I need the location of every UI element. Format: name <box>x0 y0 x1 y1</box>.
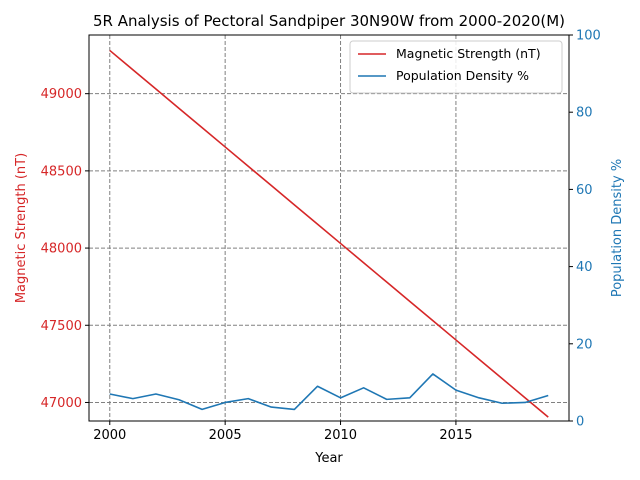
y-right-tick-label: 20 <box>576 337 593 352</box>
y-left-tick-label: 48000 <box>41 242 82 257</box>
y-left-tick-label: 47000 <box>41 396 82 411</box>
y-left-tick-label: 47500 <box>41 319 82 334</box>
y-left-tick-label: 49000 <box>41 87 82 102</box>
legend-label-population: Population Density % <box>396 68 529 83</box>
y-axis-right-label: Population Density % <box>610 159 625 297</box>
y-axis-right: 0 20 40 60 80 100 <box>569 29 601 430</box>
y-right-tick-label: 80 <box>576 106 593 121</box>
y-axis-left: 47000 47500 48000 48500 49000 <box>41 87 89 411</box>
y-right-tick-label: 40 <box>576 260 593 275</box>
y-axis-left-label: Magnetic Strength (nT) <box>14 153 29 303</box>
y-right-tick-label: 0 <box>576 415 584 430</box>
x-tick-label: 2005 <box>209 428 242 443</box>
chart-title: 5R Analysis of Pectoral Sandpiper 30N90W… <box>93 12 565 30</box>
grid <box>89 35 569 421</box>
x-tick-label: 2000 <box>93 428 126 443</box>
legend: Magnetic Strength (nT) Population Densit… <box>349 40 563 94</box>
x-axis: 2000 2005 2010 2015 <box>93 421 472 443</box>
x-axis-label: Year <box>314 451 343 466</box>
series-line-magnetic-strength <box>109 49 549 418</box>
y-right-tick-label: 60 <box>576 183 593 198</box>
y-left-tick-label: 48500 <box>41 164 82 179</box>
x-tick-label: 2015 <box>439 428 472 443</box>
legend-label-magnetic: Magnetic Strength (nT) <box>396 46 541 61</box>
series-lines <box>109 49 549 418</box>
plot-frame <box>88 34 570 422</box>
legend-box <box>349 40 563 94</box>
series-line-population-density <box>109 373 549 411</box>
x-tick-label: 2010 <box>324 428 357 443</box>
y-right-tick-label: 100 <box>576 29 601 44</box>
